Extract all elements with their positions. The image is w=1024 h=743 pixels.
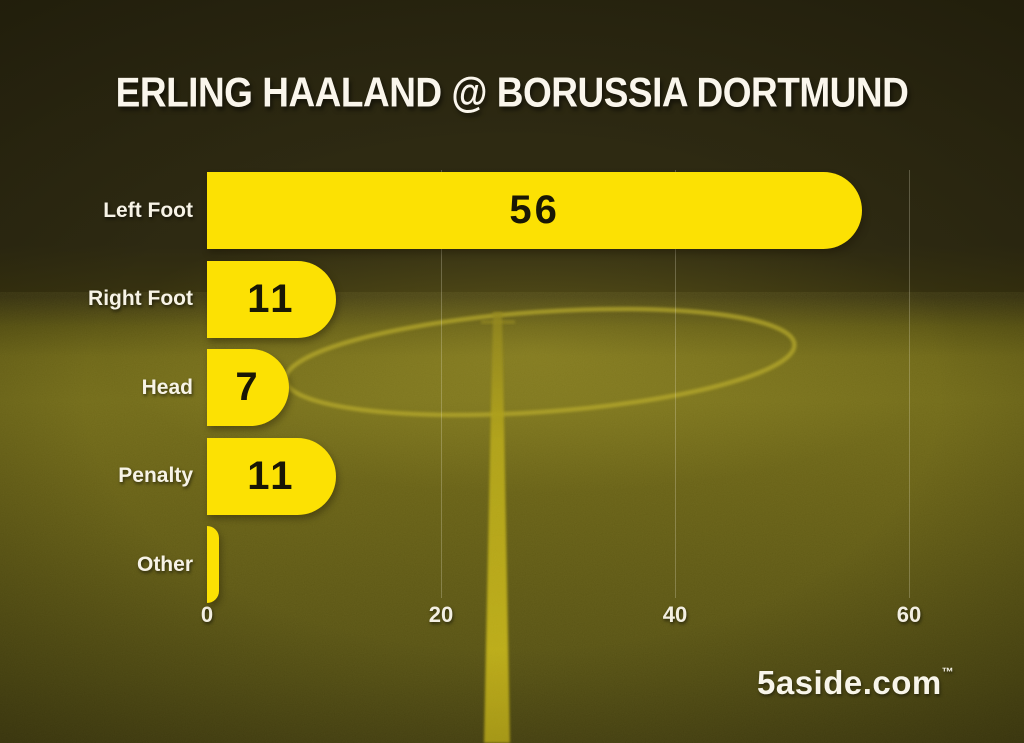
bar-value-label: 11 bbox=[247, 453, 296, 498]
gridline-20 bbox=[440, 170, 442, 598]
bar-other bbox=[207, 526, 219, 604]
bar-value-label: 56 bbox=[509, 188, 560, 232]
x-tick-label: 40 bbox=[662, 602, 688, 627]
category-label: Penalty bbox=[118, 464, 193, 488]
category-label: Left Foot bbox=[103, 198, 193, 222]
category-label: Right Foot bbox=[88, 287, 193, 311]
trademark-symbol: ™ bbox=[941, 665, 954, 679]
category-label: Other bbox=[136, 552, 193, 576]
grass-texture bbox=[0, 292, 1024, 743]
bar-value-label: 7 bbox=[235, 365, 261, 410]
category-label: Head bbox=[141, 375, 193, 399]
bar-right-foot: 11 bbox=[207, 260, 336, 338]
x-tick-label: 60 bbox=[896, 602, 922, 627]
bar-head: 7 bbox=[207, 349, 289, 427]
x-tick-label: 0 bbox=[200, 602, 214, 627]
bar-left-foot: 56 bbox=[207, 172, 863, 249]
chart-title: ERLING HAALAND @ BORUSSIA DORTMUND bbox=[115, 69, 909, 116]
bar-penalty: 11 bbox=[207, 437, 336, 515]
x-tick-label: 20 bbox=[428, 602, 454, 627]
brand-wordmark: 5aside.com™ bbox=[757, 664, 954, 702]
brand-text: 5aside.com bbox=[757, 664, 942, 701]
gridline-60 bbox=[908, 170, 910, 598]
bar-value-label: 11 bbox=[247, 276, 296, 321]
gridline-40 bbox=[674, 170, 676, 598]
